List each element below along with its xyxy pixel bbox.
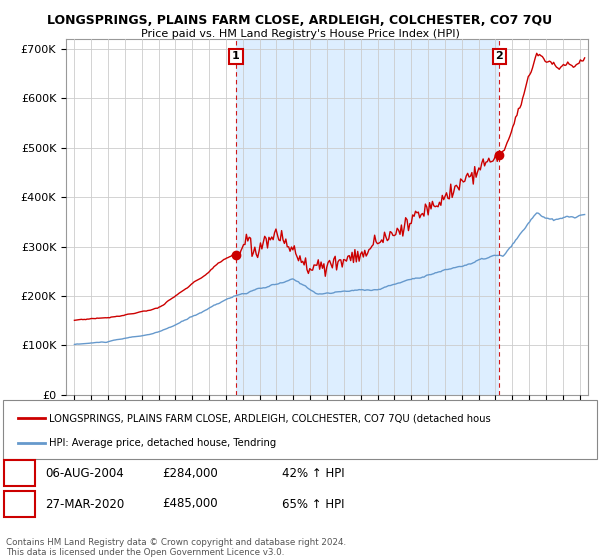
Text: 1: 1 [232,52,240,62]
Text: LONGSPRINGS, PLAINS FARM CLOSE, ARDLEIGH, COLCHESTER, CO7 7QU: LONGSPRINGS, PLAINS FARM CLOSE, ARDLEIGH… [47,14,553,27]
Text: £485,000: £485,000 [162,497,218,511]
Text: £284,000: £284,000 [162,466,218,480]
Text: 2: 2 [16,497,24,511]
Bar [236,39,499,395]
Text: 42% ↑ HPI: 42% ↑ HPI [282,466,344,480]
Text: LONGSPRINGS, PLAINS FARM CLOSE, ARDLEIGH, COLCHESTER, CO7 7QU (detached hous: LONGSPRINGS, PLAINS FARM CLOSE, ARDLEIGH… [49,413,491,423]
Text: Price paid vs. HM Land Registry's House Price Index (HPI): Price paid vs. HM Land Registry's House … [140,29,460,39]
Text: 2: 2 [496,52,503,62]
Text: 65% ↑ HPI: 65% ↑ HPI [282,497,344,511]
Text: HPI: Average price, detached house, Tendring: HPI: Average price, detached house, Tend… [49,438,277,448]
Text: 1: 1 [16,466,24,480]
Text: 06-AUG-2004: 06-AUG-2004 [45,466,124,480]
Text: Contains HM Land Registry data © Crown copyright and database right 2024.
This d: Contains HM Land Registry data © Crown c… [6,538,346,557]
Text: 27-MAR-2020: 27-MAR-2020 [45,497,124,511]
